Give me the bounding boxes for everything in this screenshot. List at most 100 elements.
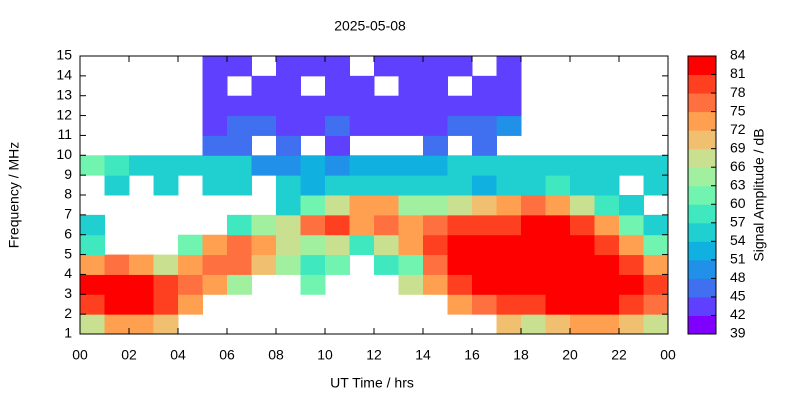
heatmap-cell [300,195,326,216]
heatmap-cell [325,195,350,216]
heatmap-cell [521,195,546,216]
heatmap-cell [423,254,448,275]
heatmap-cell [545,314,571,335]
colorbar-tick-label: 45 [730,288,746,304]
heatmap-cell [496,195,522,216]
heatmap-cell [472,95,497,117]
heatmap-cell [398,56,424,77]
colorbar-tick-label: 54 [730,232,746,248]
heatmap-cell [129,155,154,176]
heatmap-cell [496,234,522,256]
heatmap-cell [178,294,203,315]
heatmap-cell [472,75,497,97]
y-tick-label: 3 [64,285,72,301]
heatmap-cell [521,294,546,315]
heatmap-cell [398,274,424,295]
heatmap-cell [594,314,620,335]
x-tick-label: 12 [366,347,382,363]
colorbar-band [688,93,716,113]
heatmap-cell [619,214,644,236]
heatmap-cell [374,115,399,136]
heatmap-cell [594,195,620,216]
colorbar-band [688,56,716,76]
heatmap-cell [374,214,399,236]
heatmap-cell [521,254,546,275]
heatmap-cell [619,155,644,176]
heatmap-cell [643,254,669,275]
colorbar-band [688,204,716,224]
heatmap-cell [276,75,301,97]
heatmap-cell [447,195,473,216]
heatmap-cell [619,294,644,315]
heatmap-cell [447,274,473,295]
y-tick-label: 5 [64,245,72,261]
heatmap-cell [496,214,522,236]
x-axis-label: UT Time / hrs [330,375,414,391]
heatmap-cell [521,175,546,196]
heatmap-cell [496,115,522,136]
heatmap-cell [104,274,130,295]
heatmap-cell [251,155,277,176]
heatmap-cell [349,195,375,216]
x-tick-label: 18 [513,347,529,363]
heatmap-cell [276,56,301,77]
heatmap-cell [129,294,154,315]
heatmap-cell [472,294,497,315]
heatmap-cell [545,274,571,295]
heatmap-cell [398,175,424,196]
heatmap-cell [447,155,473,176]
heatmap-cell [276,254,301,275]
heatmap-cell [496,175,522,196]
heatmap-cell [398,115,424,136]
heatmap-cell [374,155,399,176]
heatmap-cell [398,254,424,275]
heatmap-cell [325,75,350,97]
heatmap-cell [570,294,595,315]
heatmap-cell [423,175,448,196]
y-tick-label: 13 [56,86,72,102]
y-tick-label: 7 [64,206,72,222]
x-tick-label: 08 [268,347,284,363]
heatmap-cell [251,214,277,236]
heatmap-cell [619,195,644,216]
heatmap-cell [545,294,571,315]
heatmap-cell [398,155,424,176]
heatmap-cell [521,274,546,295]
heatmap-cell [643,314,669,335]
heatmap-cell [300,95,326,117]
heatmap-cell [374,254,399,275]
heatmap-cell [325,214,350,236]
heatmap-cell [153,294,179,315]
heatmap-cell [153,175,179,196]
x-tick-label: 04 [170,347,186,363]
x-tick-label: 16 [464,347,480,363]
heatmap-cell [153,254,179,275]
heatmap-cell [80,274,105,295]
colorbar-band [688,315,716,335]
heatmap-cell [594,274,620,295]
heatmap-cell [104,175,130,196]
heatmap-cell [570,175,595,196]
heatmap-cell [619,274,644,295]
heatmap-cell [80,155,105,176]
colorbar-tick-label: 51 [730,251,746,267]
heatmap-cell [227,155,252,176]
heatmap-cell [202,274,228,295]
heatmap-cell [472,175,497,196]
heatmap-cell [570,274,595,295]
heatmap-cell [202,175,228,196]
x-tick-label: 06 [219,347,235,363]
heatmap-cell [496,56,522,77]
colorbar-band [688,241,716,261]
y-tick-label: 12 [56,106,72,122]
heatmap-cell [374,95,399,117]
x-tick-label: 02 [121,347,137,363]
heatmap-cell [496,155,522,176]
heatmap-cell [496,314,522,335]
heatmap-cell [447,115,473,136]
colorbar-tick-label: 60 [730,195,746,211]
colorbar-band [688,111,716,131]
y-tick-label: 11 [57,126,72,142]
heatmap-cell [227,56,252,77]
heatmap-cell [325,95,350,117]
